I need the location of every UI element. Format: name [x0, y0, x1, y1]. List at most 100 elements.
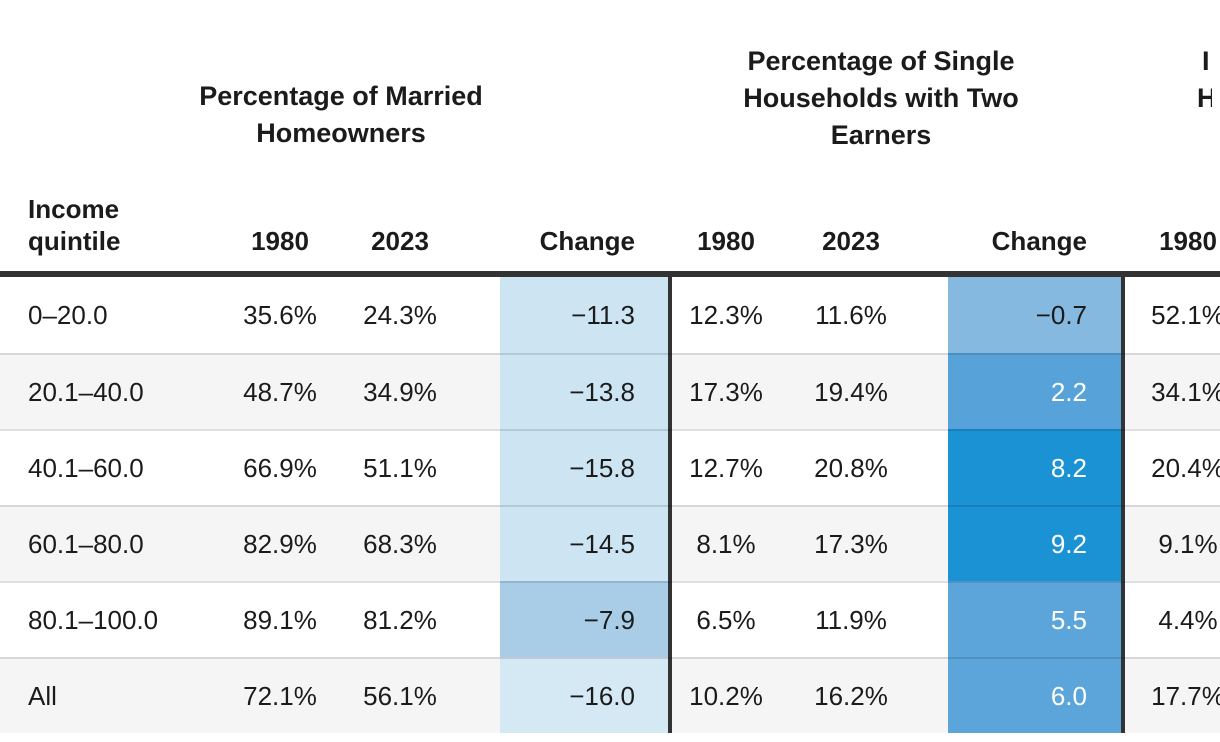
vertical-divider	[668, 505, 672, 581]
group-title-fragment-line: H	[1197, 83, 1212, 113]
spacer-cell	[470, 657, 500, 733]
col-header-single-1980: 1980	[697, 226, 755, 256]
single-change-cell: 8.2	[948, 429, 1121, 505]
column-header-row: Income quintile 1980 2023 Change 1980 20…	[0, 0, 1220, 271]
married-2023-cell: 51.1%	[330, 429, 470, 505]
quintile-cell: 80.1–100.0	[0, 581, 230, 657]
married-2023-cell: 34.9%	[330, 353, 470, 429]
married-2023-cell: 56.1%	[330, 657, 470, 733]
group-title-single-two-earners: Percentage of Single Households with Two…	[681, 43, 1081, 154]
married-2023-cell: 24.3%	[363, 299, 437, 330]
spacer-cell	[922, 505, 948, 581]
table-body: 0–20.0 35.6% 24.3% −11.3 12.3% 11.6% −0.…	[0, 277, 1220, 733]
spacer-cell	[922, 353, 948, 429]
row-header-income-quintile: Income quintile	[28, 194, 121, 256]
married-2023-cell: 68.3%	[330, 505, 470, 581]
third-1980-cell: 34.1%	[1125, 353, 1220, 429]
spacer-cell	[470, 429, 500, 505]
vertical-divider	[668, 657, 672, 733]
married-1980-cell: 48.7%	[230, 353, 330, 429]
single-1980-cell: 12.7%	[672, 429, 780, 505]
married-change-cell: −14.5	[500, 505, 668, 581]
married-1980-cell: 72.1%	[230, 657, 330, 733]
vertical-divider	[1121, 581, 1125, 657]
group-title-clipped-fragment: I H	[1197, 43, 1212, 121]
quintile-cell: 0–20.0	[28, 299, 108, 330]
table-row: All 72.1% 56.1% −16.0 10.2% 16.2% 6.0 17…	[0, 657, 1220, 733]
single-2023-cell: 17.3%	[780, 505, 922, 581]
single-2023-cell: 16.2%	[780, 657, 922, 733]
quintile-cell: 60.1–80.0	[0, 505, 230, 581]
single-1980-cell: 6.5%	[672, 581, 780, 657]
spacer-cell	[922, 581, 948, 657]
single-change-cell: 5.5	[948, 581, 1121, 657]
header-rule	[0, 271, 1220, 277]
spacer-cell	[470, 581, 500, 657]
col-header-married-change: Change	[539, 226, 635, 256]
third-1980-cell: 52.1%	[1151, 299, 1220, 330]
table-row: 40.1–60.0 66.9% 51.1% −15.8 12.7% 20.8% …	[0, 429, 1220, 505]
spacer-cell	[922, 429, 948, 505]
single-1980-cell: 8.1%	[672, 505, 780, 581]
third-1980-cell: 9.1%	[1125, 505, 1220, 581]
single-2023-cell: 11.6%	[815, 299, 887, 330]
single-change-cell: 2.2	[948, 353, 1121, 429]
third-1980-cell: 20.4%	[1125, 429, 1220, 505]
group-title-line: Percentage of Single	[747, 46, 1015, 76]
married-change-cell: −16.0	[500, 657, 668, 733]
spacer-cell	[470, 505, 500, 581]
single-2023-cell: 20.8%	[780, 429, 922, 505]
single-2023-cell: 19.4%	[780, 353, 922, 429]
married-change-cell: −11.3	[500, 277, 668, 353]
group-title-line: Percentage of Married	[199, 81, 483, 111]
table-row: 0–20.0 35.6% 24.3% −11.3 12.3% 11.6% −0.…	[0, 277, 1220, 353]
spacer-cell	[922, 277, 948, 353]
quintile-cell: 20.1–40.0	[0, 353, 230, 429]
married-2023-cell: 81.2%	[330, 581, 470, 657]
group-title-line: Earners	[830, 120, 932, 150]
vertical-divider	[1121, 353, 1125, 429]
table-row: 20.1–40.0 48.7% 34.9% −13.8 17.3% 19.4% …	[0, 353, 1220, 429]
table-row: 80.1–100.0 89.1% 81.2% −7.9 6.5% 11.9% 5…	[0, 581, 1220, 657]
third-1980-cell: 4.4%	[1125, 581, 1220, 657]
married-1980-cell: 35.6%	[243, 299, 317, 330]
married-1980-cell: 66.9%	[230, 429, 330, 505]
vertical-divider	[668, 429, 672, 505]
single-1980-cell: 17.3%	[672, 353, 780, 429]
col-header-third-1980: 1980	[1159, 226, 1217, 256]
vertical-divider	[668, 277, 672, 353]
single-2023-cell: 11.9%	[780, 581, 922, 657]
quintile-cell: All	[0, 657, 230, 733]
vertical-divider	[668, 581, 672, 657]
married-change-cell: −15.8	[500, 429, 668, 505]
vertical-divider	[668, 353, 672, 429]
col-header-single-change: Change	[991, 226, 1087, 256]
group-title-line: Households with Two	[743, 83, 1019, 113]
quintile-cell: 40.1–60.0	[0, 429, 230, 505]
group-title-line: Homeowners	[256, 118, 426, 148]
header-spacer	[922, 257, 948, 271]
single-change-cell: 9.2	[948, 505, 1121, 581]
col-header-married-2023: 2023	[371, 226, 429, 256]
spacer-cell	[470, 277, 500, 353]
vertical-divider	[1121, 657, 1125, 733]
single-change-cell: 6.0	[948, 657, 1121, 733]
col-header-single-2023: 2023	[822, 226, 880, 256]
vertical-divider	[1121, 505, 1125, 581]
group-title-fragment-line: I	[1202, 46, 1210, 76]
spacer-cell	[470, 353, 500, 429]
spacer-cell	[922, 657, 948, 733]
married-1980-cell: 82.9%	[230, 505, 330, 581]
single-1980-cell: 10.2%	[672, 657, 780, 733]
table-row: 60.1–80.0 82.9% 68.3% −14.5 8.1% 17.3% 9…	[0, 505, 1220, 581]
col-header-married-1980: 1980	[251, 226, 309, 256]
group-title-married-homeowners: Percentage of Married Homeowners	[141, 78, 541, 152]
single-1980-cell: 12.3%	[689, 299, 763, 330]
vertical-divider	[1121, 429, 1125, 505]
header-spacer	[470, 257, 500, 271]
married-change-cell: −7.9	[500, 581, 668, 657]
married-1980-cell: 89.1%	[230, 581, 330, 657]
vertical-divider	[1121, 277, 1125, 353]
